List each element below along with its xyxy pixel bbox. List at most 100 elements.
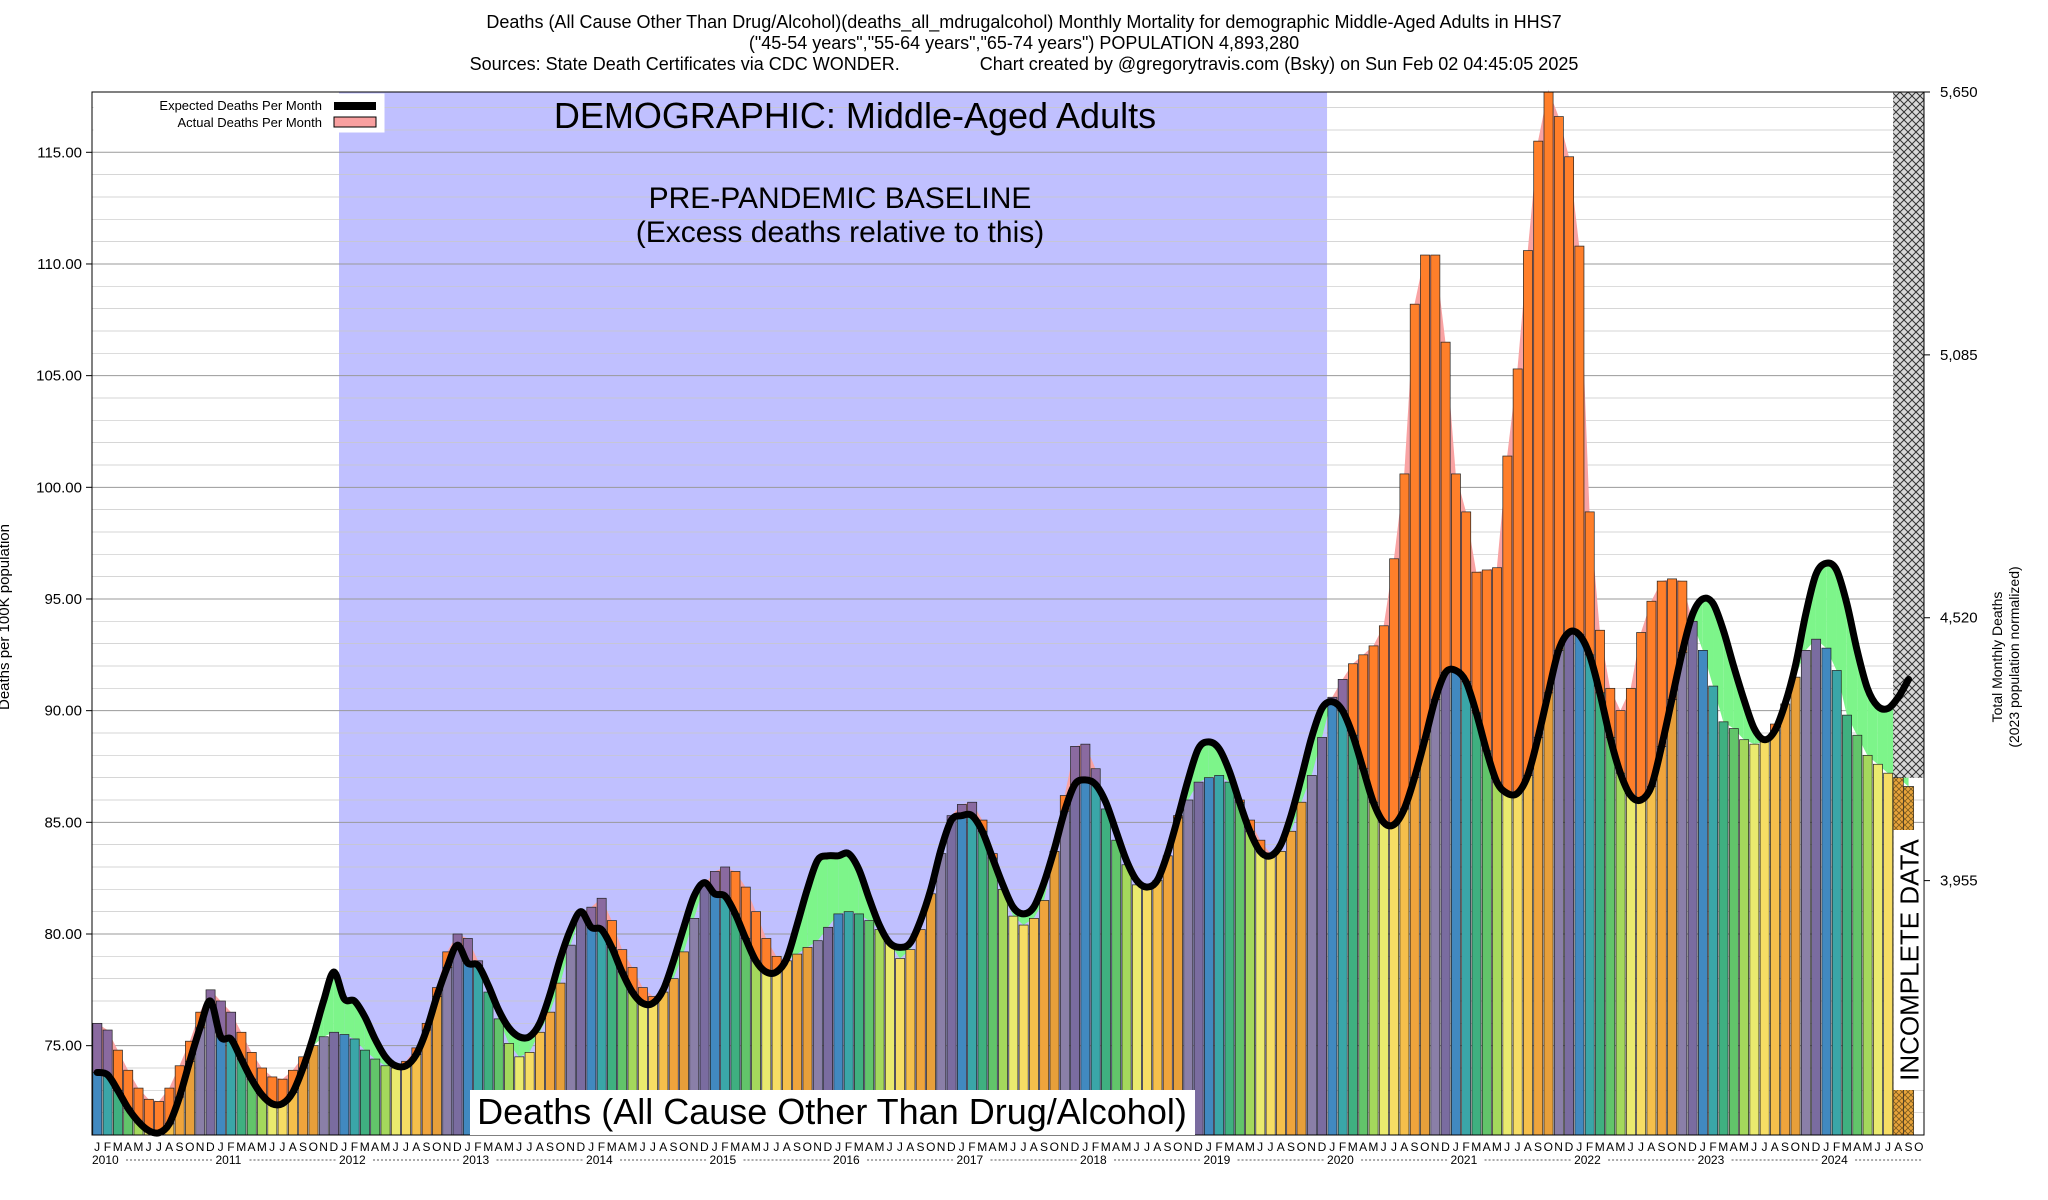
deficit-area xyxy=(323,971,334,1037)
y-tick-label: 110.00 xyxy=(37,256,82,273)
x-month-label: D xyxy=(1812,1140,1821,1154)
bar-0 xyxy=(92,1072,103,1136)
x-month-label: J xyxy=(393,1140,399,1154)
x-year-label: 2016 xyxy=(833,1153,860,1167)
bar-146 xyxy=(1595,692,1605,1136)
x-month-label: A xyxy=(165,1140,173,1154)
x-month-label: J xyxy=(1267,1140,1273,1154)
bar-excess-137 xyxy=(1502,455,1513,794)
x-month-label: F xyxy=(474,1140,481,1154)
x-month-label: F xyxy=(1709,1140,1716,1154)
bar-excess-135 xyxy=(1481,569,1492,752)
bar-155 xyxy=(1687,620,1698,1136)
x-month-label: S xyxy=(299,1140,307,1154)
x-month-label: O xyxy=(1667,1140,1676,1154)
bar-159 xyxy=(1728,728,1739,1136)
x-month-label: O xyxy=(679,1140,688,1154)
x-month-label: A xyxy=(1277,1140,1285,1154)
x-month-label: J xyxy=(218,1140,224,1154)
y-tick-label: 105.00 xyxy=(36,368,82,385)
bar-84 xyxy=(956,815,967,1136)
deficit-area xyxy=(1857,650,1868,756)
x-month-label: M xyxy=(257,1140,267,1154)
x-month-label: D xyxy=(1194,1140,1203,1154)
bar-95 xyxy=(1070,784,1080,1136)
bar-excess-139 xyxy=(1523,250,1533,776)
bar-143 xyxy=(1564,632,1575,1136)
bar-123 xyxy=(1358,768,1369,1136)
deficit-area xyxy=(1311,708,1322,776)
bar-167 xyxy=(1811,638,1822,1136)
y-tick-label: 75.00 xyxy=(44,1038,82,1055)
x-month-label: F xyxy=(351,1140,358,1154)
bar-169 xyxy=(1831,670,1842,1136)
y-ticks-left: 75.00 80.00 85.00 90.00 95.00 100.00 105.00 110… xyxy=(36,144,92,1055)
x-month-label: A xyxy=(1730,1140,1738,1154)
bar-excess-138 xyxy=(1512,368,1523,794)
chart-source: Sources: State Death Certificates via CD… xyxy=(469,54,1579,74)
x-month-label: N xyxy=(566,1140,575,1154)
bar-30 xyxy=(401,1065,412,1136)
y-tick-label: 80.00 xyxy=(44,926,82,943)
x-month-label: J xyxy=(959,1140,965,1154)
bar-98 xyxy=(1101,808,1111,1136)
y-axis-right-label: Total Monthly Deaths (2023 population no… xyxy=(1989,507,2023,807)
bar-137 xyxy=(1502,792,1513,1136)
bar-excess-125 xyxy=(1378,625,1389,823)
x-month-label: N xyxy=(1431,1140,1440,1154)
x-month-label: O xyxy=(1544,1140,1553,1154)
bar-164 xyxy=(1780,703,1791,1136)
baseline-label-line1: PRE-PANDEMIC BASELINE xyxy=(649,182,1032,215)
x-month-label: A xyxy=(1153,1140,1161,1154)
chart-title: Deaths (All Cause Other Than Drug/Alcoho… xyxy=(486,12,1562,32)
x-month-label: J xyxy=(650,1140,656,1154)
x-month-label: D xyxy=(947,1140,956,1154)
x-month-label: M xyxy=(380,1140,390,1154)
x-month-label: J xyxy=(279,1140,285,1154)
y-ticks-right: 3,955 4,520 5,085 5,650 xyxy=(1924,84,1978,890)
x-month-label: A xyxy=(1524,1140,1532,1154)
bar-27 xyxy=(370,1058,381,1136)
right-tick-label: 5,650 xyxy=(1940,84,1978,101)
bar-excess-1 xyxy=(102,1029,113,1076)
deficit-area xyxy=(1702,598,1714,687)
deficit-area xyxy=(1198,741,1209,783)
x-month-label: O xyxy=(1297,1140,1306,1154)
bar-150 xyxy=(1636,799,1647,1136)
bottom-series-label: Deaths (All Cause Other Than Drug/Alcoho… xyxy=(477,1091,1187,1132)
bar-124 xyxy=(1368,801,1379,1136)
x-month-label: O xyxy=(1914,1140,1923,1154)
right-tick-label: 4,520 xyxy=(1940,610,1978,627)
x-month-label: S xyxy=(793,1140,801,1154)
x-month-label: O xyxy=(1420,1140,1429,1154)
x-month-label: M xyxy=(1121,1140,1131,1154)
baseline-region xyxy=(339,92,1328,1135)
x-month-label: F xyxy=(845,1140,852,1154)
deficit-area xyxy=(817,855,828,941)
bar-122 xyxy=(1348,734,1358,1136)
x-year-label: 2013 xyxy=(463,1153,490,1167)
x-month-label: A xyxy=(289,1140,297,1154)
x-month-label: J xyxy=(773,1140,779,1154)
bar-excess-149 xyxy=(1625,687,1636,796)
x-month-label: O xyxy=(309,1140,318,1154)
x-month-label: A xyxy=(1647,1140,1655,1154)
x-month-label: J xyxy=(1700,1140,1706,1154)
bar-121 xyxy=(1337,710,1348,1136)
x-month-label: F xyxy=(1092,1140,1099,1154)
bar-148 xyxy=(1615,772,1626,1136)
deficit-area xyxy=(344,998,355,1039)
x-month-label: M xyxy=(1101,1140,1111,1154)
x-month-label: A xyxy=(1359,1140,1367,1154)
x-month-label: A xyxy=(1030,1140,1038,1154)
bar-163 xyxy=(1770,730,1780,1136)
bar-108 xyxy=(1204,777,1214,1136)
bar-excess-0 xyxy=(92,1022,103,1073)
x-month-label: A xyxy=(1771,1140,1779,1154)
bar-160 xyxy=(1739,739,1749,1136)
bar-109 xyxy=(1214,775,1225,1136)
x-month-label: M xyxy=(1718,1140,1728,1154)
x-month-label: N xyxy=(1678,1140,1687,1154)
x-month-label: S xyxy=(1905,1140,1913,1154)
x-month-label: A xyxy=(906,1140,914,1154)
